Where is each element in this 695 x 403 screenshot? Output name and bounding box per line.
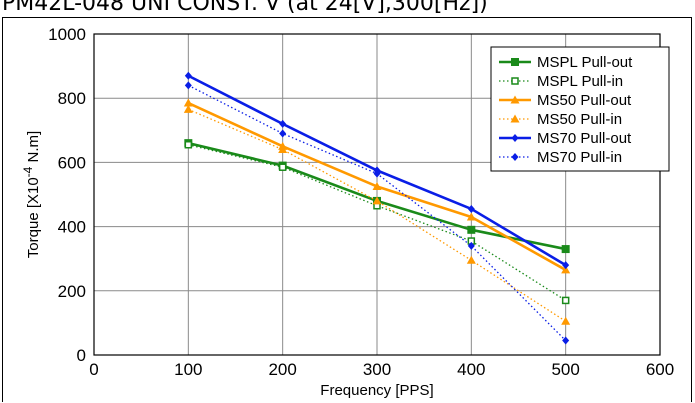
legend-label: MS50 Pull-out [537, 92, 632, 109]
y-tick-label: 0 [77, 346, 86, 365]
data-point [467, 204, 475, 213]
y-axis-label-suffix: N.m] [25, 131, 42, 167]
x-tick-label: 400 [457, 360, 485, 379]
legend-label: MS50 Pull-in [537, 111, 622, 128]
legend-marker [510, 114, 520, 123]
x-tick-label: 600 [646, 360, 674, 379]
x-tick-label: 0 [89, 360, 98, 379]
data-point [562, 336, 570, 345]
legend-box [490, 46, 670, 172]
data-point [184, 81, 192, 90]
data-point [279, 119, 287, 128]
data-point [373, 169, 381, 178]
data-point [183, 104, 193, 113]
legend-label: MS70 Pull-in [537, 149, 622, 166]
data-point [467, 225, 476, 234]
x-tick-label: 100 [174, 360, 202, 379]
y-axis-label-prefix: Torque [X10 [25, 177, 42, 258]
grid-lines [94, 34, 660, 355]
series-layer [183, 71, 571, 345]
series-ms50-pull-out [183, 98, 571, 274]
data-point [561, 296, 570, 305]
data-point [279, 129, 287, 138]
y-tick-label: 1000 [48, 25, 86, 44]
chart-frame [2, 17, 692, 402]
data-point [278, 145, 288, 154]
data-point [372, 181, 382, 190]
legend-marker [510, 95, 520, 104]
legend-marker [511, 153, 519, 161]
data-point [184, 140, 193, 149]
x-tick-label: 200 [268, 360, 296, 379]
legend-marker [511, 134, 519, 142]
legend-label: MSPL Pull-out [537, 54, 633, 71]
x-tick-label: 500 [551, 360, 579, 379]
legend: MSPL Pull-out MSPL Pull-in MS50 Pull-out MS… [490, 46, 670, 172]
legend-marker [511, 77, 519, 85]
x-axis-label: Frequency [PPS] [320, 382, 433, 399]
data-point [372, 196, 382, 205]
data-point [467, 241, 475, 250]
data-point [561, 245, 570, 254]
y-axis-label-exponent: -4 [21, 166, 35, 177]
data-point [466, 212, 476, 221]
series-mspl-pull-in [184, 140, 570, 305]
y-tick-label: 200 [58, 282, 86, 301]
y-tick-label: 600 [58, 153, 86, 172]
data-point [466, 255, 476, 264]
legend-label: MSPL Pull-in [537, 73, 623, 90]
y-axis-label: Torque [X10-4 N.m] [21, 131, 42, 258]
plot-area [93, 33, 661, 356]
series-ms50-pull-in [183, 104, 571, 325]
legend-marker [511, 58, 519, 66]
y-tick-label: 800 [58, 89, 86, 108]
axis-ticks: 0 100 200 300 400 500 600 0 200 400 600 800 1000 [48, 25, 674, 379]
series-ms70-pull-in [184, 81, 570, 345]
data-point [278, 163, 287, 171]
chart-header-text: PM42L-048 UNI CONST. V (at 24[V],300[Hz]… [2, 0, 488, 16]
y-tick-label: 400 [58, 218, 86, 237]
x-tick-label: 300 [363, 360, 391, 379]
data-point [561, 265, 571, 274]
data-point [561, 316, 571, 325]
series-line [188, 144, 567, 301]
data-point [562, 261, 570, 270]
data-point [184, 71, 192, 80]
series-line [188, 108, 567, 322]
legend-label: MS70 Pull-out [537, 130, 632, 147]
data-point [183, 98, 193, 107]
